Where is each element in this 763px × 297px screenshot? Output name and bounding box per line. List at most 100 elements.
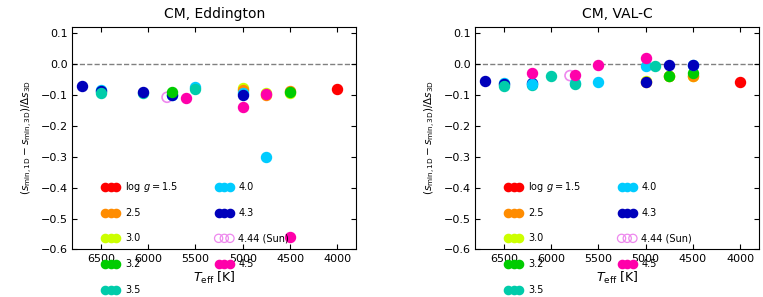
Text: 4.0: 4.0 [239, 182, 254, 192]
Point [639, 55, 652, 60]
Point [710, 10, 722, 15]
Point [568, 82, 581, 86]
Point [710, 46, 722, 51]
Point [237, 88, 249, 93]
Point [526, 83, 538, 87]
Title: CM, Eddington: CM, Eddington [164, 7, 265, 21]
Point [166, 92, 178, 97]
Point [710, 82, 722, 86]
Point [639, 78, 652, 83]
Point [710, 46, 722, 51]
Text: 4.0: 4.0 [642, 182, 657, 192]
Point [568, 81, 581, 86]
Point [237, 93, 249, 98]
Point [260, 92, 272, 97]
Text: 4.3: 4.3 [239, 208, 254, 218]
Point [137, 90, 150, 95]
Point [710, 10, 722, 15]
Point [95, 90, 107, 95]
Text: 4.5: 4.5 [239, 259, 254, 269]
Point [526, 81, 538, 86]
Text: 3.5: 3.5 [125, 285, 140, 295]
Text: 2.5: 2.5 [528, 208, 543, 218]
Title: CM, VAL-C: CM, VAL-C [582, 7, 652, 21]
Point [710, 117, 722, 122]
Point [284, 90, 296, 95]
Text: 3.0: 3.0 [528, 233, 543, 243]
Point [639, 80, 652, 85]
X-axis label: $T_{\mathrm{eff}}$ [K]: $T_{\mathrm{eff}}$ [K] [596, 270, 639, 286]
Point [710, 10, 722, 15]
Point [497, 81, 510, 86]
Point [497, 83, 510, 88]
Point [76, 84, 88, 89]
Text: $\log\,g=1.5$: $\log\,g=1.5$ [528, 180, 581, 194]
Point [166, 92, 178, 97]
Text: 4.5: 4.5 [642, 259, 657, 269]
Point [284, 89, 296, 94]
Point [710, 82, 722, 86]
Point [237, 91, 249, 96]
Text: 4.44 (Sun): 4.44 (Sun) [239, 233, 289, 243]
Point [545, 74, 557, 79]
Point [189, 85, 201, 89]
Point [137, 89, 150, 94]
Point [260, 154, 272, 159]
Point [663, 63, 675, 68]
Point [161, 95, 173, 100]
Y-axis label: $(s_{\mathrm{min,1D}}-s_{\mathrm{min,3D}})/\Delta s_{\mathrm{3D}}$: $(s_{\mathrm{min,1D}}-s_{\mathrm{min,3D}… [423, 81, 438, 195]
Point [687, 70, 699, 75]
Point [710, 46, 722, 51]
Point [237, 105, 249, 110]
Point [687, 62, 699, 67]
Point [663, 73, 675, 78]
Point [189, 87, 201, 91]
Text: 3.2: 3.2 [125, 259, 140, 269]
Text: $\log\,g=1.5$: $\log\,g=1.5$ [125, 180, 178, 194]
Point [663, 73, 675, 78]
Point [497, 82, 510, 86]
Point [734, 80, 746, 85]
Point [564, 73, 576, 78]
Point [331, 87, 343, 91]
Point [710, 117, 722, 122]
Text: 2.5: 2.5 [125, 208, 140, 218]
Point [663, 74, 675, 79]
Point [568, 72, 581, 77]
X-axis label: $T_{\mathrm{eff}}$ [K]: $T_{\mathrm{eff}}$ [K] [193, 270, 236, 286]
Point [526, 82, 538, 86]
Point [237, 86, 249, 90]
Point [649, 64, 662, 68]
Point [710, 10, 722, 15]
Point [526, 70, 538, 75]
Text: 3.5: 3.5 [528, 285, 543, 295]
Point [710, 46, 722, 51]
Point [710, 82, 722, 86]
Point [710, 82, 722, 86]
Point [710, 82, 722, 86]
Point [710, 46, 722, 51]
Text: 4.3: 4.3 [642, 208, 657, 218]
Point [710, 10, 722, 15]
Point [710, 82, 722, 86]
Point [687, 73, 699, 78]
Point [710, 46, 722, 51]
Text: 3.0: 3.0 [125, 233, 140, 243]
Point [95, 87, 107, 92]
Point [478, 78, 491, 83]
Point [284, 235, 296, 239]
Point [639, 80, 652, 85]
Point [592, 79, 604, 84]
Point [166, 90, 178, 95]
Point [687, 74, 699, 79]
Point [260, 92, 272, 97]
Point [639, 64, 652, 68]
Point [687, 63, 699, 68]
Text: 4.44 (Sun): 4.44 (Sun) [642, 233, 692, 243]
Point [710, 10, 722, 15]
Text: 3.2: 3.2 [528, 259, 543, 269]
Y-axis label: $(s_{\mathrm{min,1D}}-s_{\mathrm{min,3D}})/\Delta s_{\mathrm{3D}}$: $(s_{\mathrm{min,1D}}-s_{\mathrm{min,3D}… [20, 81, 35, 195]
Point [260, 90, 272, 95]
Point [710, 117, 722, 122]
Point [95, 89, 107, 94]
